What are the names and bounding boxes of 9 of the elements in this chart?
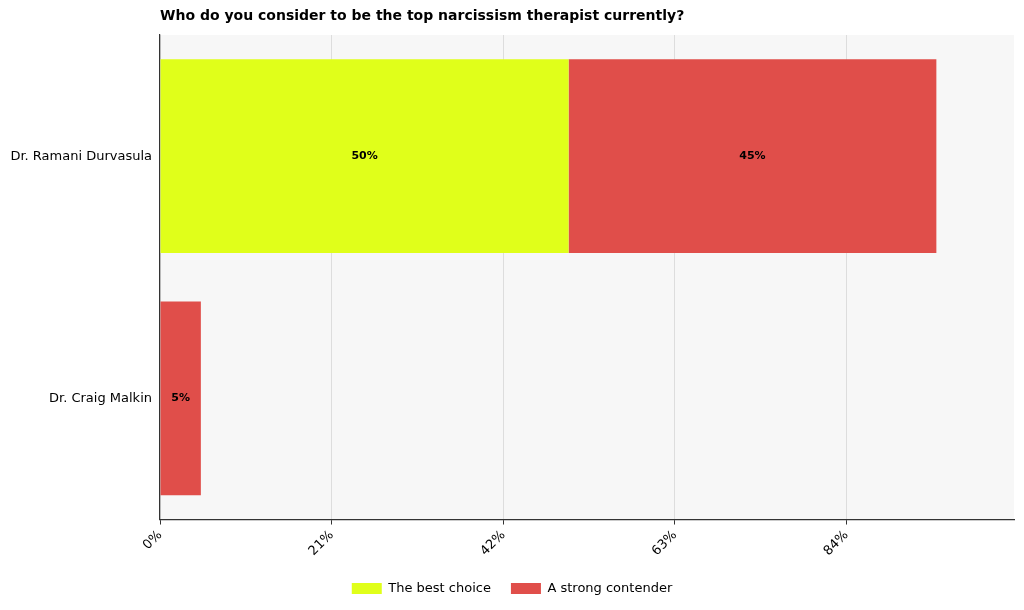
x-tick-label: 0% [139, 526, 165, 553]
legend-label: A strong contender [547, 579, 673, 595]
y-tick-label: Dr. Ramani Durvasula [10, 147, 152, 163]
data-label: 45% [739, 148, 766, 162]
chart-title: Who do you consider to be the top narcissism therapist currently? [160, 7, 685, 23]
data-label: 50% [351, 148, 378, 162]
y-tick-label: Dr. Craig Malkin [49, 389, 152, 405]
data-label: 5% [171, 391, 191, 405]
legend-label: The best choice [387, 579, 491, 595]
